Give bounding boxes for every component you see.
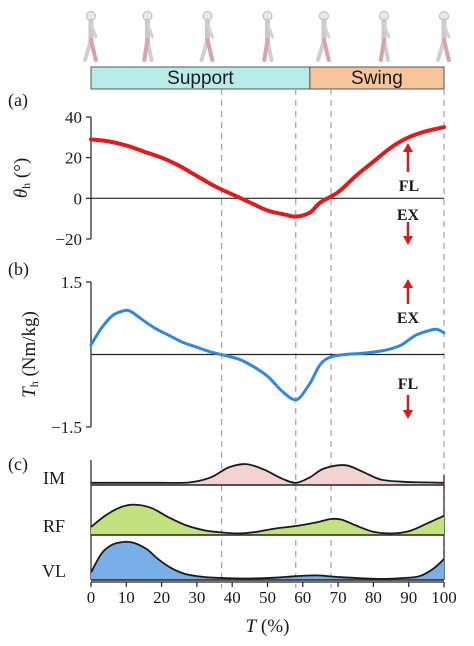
emg-envelope-rf <box>90 503 445 535</box>
phase-label-support: Support <box>167 68 234 89</box>
direction-label-a-down: EX <box>397 207 420 224</box>
walker-leg-highlight-icon <box>442 38 451 62</box>
x-axis: 0 10 20 30 40 50 60 70 80 90 100 T (%) <box>87 581 457 637</box>
y-axis-title-a-sub: h <box>19 183 33 189</box>
phase-label-swing: Swing <box>351 68 403 89</box>
flexion-arrow-a-head <box>403 143 413 152</box>
walker-icon <box>199 11 215 62</box>
x-axis-title: T (%) <box>246 616 290 637</box>
muscle-label-vl: VL <box>42 561 66 581</box>
x-tick-label: 30 <box>188 588 205 607</box>
walker-icon <box>378 11 391 62</box>
y-axis-title-a-unit: (°) <box>11 158 32 183</box>
walker-arm-icon <box>382 22 391 39</box>
direction-label-b-down: FL <box>398 376 418 393</box>
walker-leg-highlight-icon <box>321 38 331 62</box>
x-tick-label: 70 <box>330 588 347 607</box>
walker-icon <box>142 11 154 62</box>
muscle-label-im: IM <box>43 468 65 488</box>
y-tick-label-a: 40 <box>65 108 82 127</box>
gait-phase-bar: Support Swing <box>90 66 445 90</box>
walker-arm-icon <box>145 22 154 39</box>
x-axis-title-var: T <box>246 616 258 637</box>
walker-leg-highlight-icon <box>205 38 215 62</box>
hip-torque-line <box>89 308 446 402</box>
y-axis-title-b-var: T <box>19 386 40 398</box>
x-tick-label: 0 <box>87 588 96 607</box>
x-tick-label: 60 <box>294 588 311 607</box>
muscle-label-rf: RF <box>43 516 65 536</box>
x-tick-label: 10 <box>118 588 135 607</box>
walker-arm-icon <box>205 22 214 39</box>
walker-icon <box>315 11 331 62</box>
hip-angle-panel: (a) −20 0 20 40 θh (°) FL EX <box>8 90 446 249</box>
walker-leg-highlight-icon <box>378 38 386 62</box>
y-axis-title-b-unit: (Nm/kg) <box>19 311 40 381</box>
walker-arm-icon <box>442 22 451 39</box>
emg-area-rf <box>91 504 444 535</box>
emg-area-vl <box>91 541 444 580</box>
x-axis-title-unit: (%) <box>256 616 289 637</box>
emg-envelope-vl <box>90 540 445 580</box>
walking-figures-icon <box>83 11 451 62</box>
phase-swing <box>309 66 445 90</box>
x-tick-label: 50 <box>259 588 276 607</box>
walker-arm-icon <box>322 22 331 39</box>
direction-label-a-up: FL <box>399 178 419 195</box>
panel-label-c: (c) <box>8 454 28 475</box>
y-tick-label-a: −20 <box>55 230 82 249</box>
walker-icon <box>262 11 274 62</box>
walker-leg-highlight-icon <box>89 38 98 62</box>
x-tick-label: 90 <box>400 588 417 607</box>
hip-angle-line <box>89 125 446 219</box>
emg-panel: (c) IM RF VL <box>8 454 445 581</box>
walker-leg-highlight-icon <box>142 38 150 62</box>
y-axis-title-a-var: θ <box>11 189 32 198</box>
y-axis-title-b-sub: h <box>27 381 41 387</box>
x-tick-label: 80 <box>365 588 382 607</box>
walker-icon <box>83 11 98 62</box>
x-tick-label: 100 <box>431 588 457 607</box>
walker-arm-icon <box>266 22 274 39</box>
y-tick-label-a: 20 <box>65 149 82 168</box>
direction-label-b-up: EX <box>397 310 420 327</box>
walker-leg-highlight-icon <box>262 38 270 62</box>
x-tick-label: 20 <box>153 588 170 607</box>
extension-arrow-b-head <box>403 279 413 288</box>
y-axis-title-a: θh (°) <box>11 158 33 198</box>
hip-torque-panel: (b) 1.5 −1.5 Th (Nm/kg) EX FL <box>8 259 446 437</box>
x-tick-label: 40 <box>224 588 241 607</box>
walker-icon <box>436 11 451 62</box>
walker-arm-icon <box>89 22 98 39</box>
flexion-arrow-b-head <box>403 410 413 419</box>
extension-arrow-a-head <box>403 236 413 245</box>
panel-label-b: (b) <box>8 259 29 280</box>
y-axis-title-b: Th (Nm/kg) <box>19 311 41 398</box>
emg-envelope-im <box>90 463 445 484</box>
y-tick-label-b: −1.5 <box>51 418 82 437</box>
y-tick-label-a: 0 <box>74 189 83 208</box>
panel-label-a: (a) <box>8 90 28 111</box>
y-tick-label-b: 1.5 <box>61 273 82 292</box>
